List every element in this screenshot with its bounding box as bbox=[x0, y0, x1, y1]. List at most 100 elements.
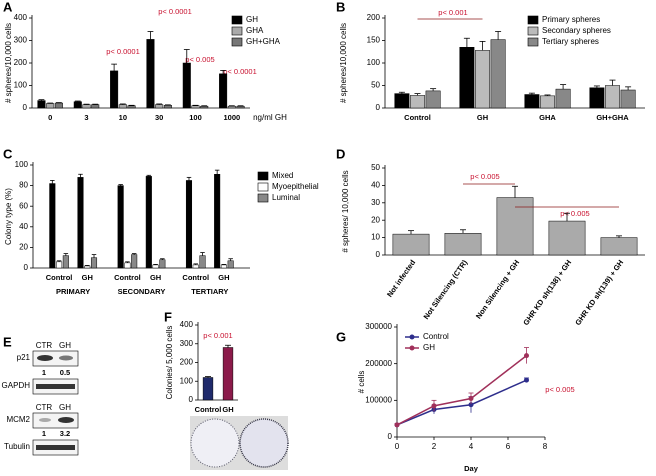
legend-swatch bbox=[527, 26, 539, 36]
bar bbox=[163, 105, 172, 109]
y-axis-label: # spheres/10,000 cells bbox=[339, 23, 348, 103]
plate-image bbox=[190, 416, 289, 470]
annotation: p< 0.001 bbox=[438, 8, 467, 17]
bar bbox=[589, 87, 605, 109]
ratio: 1 bbox=[42, 368, 46, 377]
y-tick-label: 200 bbox=[14, 58, 28, 67]
bar bbox=[199, 255, 206, 269]
marker bbox=[524, 377, 529, 383]
bar bbox=[605, 85, 620, 109]
plate bbox=[190, 418, 240, 468]
bar bbox=[394, 93, 410, 109]
band bbox=[39, 418, 51, 422]
legend-marker bbox=[409, 334, 415, 340]
x-tick-label: Control bbox=[46, 273, 73, 282]
bar bbox=[202, 377, 214, 401]
x-tick-label: Control bbox=[404, 113, 431, 122]
bar bbox=[475, 50, 490, 109]
x-tick-label: GH bbox=[82, 273, 93, 282]
bar bbox=[73, 101, 82, 109]
x-tick-label: GHR KD sh(139) + GH bbox=[573, 258, 625, 327]
bar bbox=[54, 102, 63, 109]
legend-swatch bbox=[527, 15, 539, 25]
y-axis-label: # spheres/10,000 cells bbox=[4, 23, 13, 103]
protein-label: MCM2 bbox=[6, 415, 30, 424]
y-tick-label: 40 bbox=[19, 222, 28, 231]
blot bbox=[32, 350, 79, 367]
x-tick-label: GHA bbox=[539, 113, 556, 122]
y-tick-label: 400 bbox=[14, 13, 28, 22]
bar bbox=[490, 39, 506, 109]
panel-label: C bbox=[3, 146, 13, 161]
legend-swatch bbox=[257, 171, 269, 181]
legend-label: Myoepithelial bbox=[272, 182, 319, 191]
x-tick-label: Control bbox=[182, 273, 209, 282]
band bbox=[36, 384, 75, 389]
protein-label: p21 bbox=[17, 353, 31, 362]
group-label: SECONDARY bbox=[118, 287, 166, 296]
marker bbox=[468, 396, 474, 401]
annotation: p< 0.0001 bbox=[223, 67, 257, 76]
bar bbox=[555, 88, 571, 109]
y-tick-label: 100000 bbox=[365, 395, 392, 404]
bar bbox=[131, 254, 138, 269]
x-tick-label: 10 bbox=[119, 113, 127, 122]
bar bbox=[459, 47, 475, 109]
y-tick-label: 100 bbox=[15, 160, 29, 169]
bar bbox=[117, 185, 124, 269]
bar bbox=[155, 104, 164, 109]
bar bbox=[56, 261, 63, 269]
x-tick-label: GH bbox=[477, 113, 488, 122]
y-tick-label: 10 bbox=[371, 233, 380, 242]
bar bbox=[192, 264, 199, 269]
lane-label: CTR bbox=[36, 403, 53, 412]
bar bbox=[159, 259, 166, 269]
ratio: 3.2 bbox=[60, 429, 70, 438]
annotation: p< 0.0001 bbox=[106, 47, 140, 56]
bar bbox=[222, 347, 234, 401]
x-tick-label: Not Silencing (CTR) bbox=[421, 258, 469, 321]
bar bbox=[219, 73, 228, 109]
plate bbox=[239, 418, 289, 468]
legend-label: GHA bbox=[246, 26, 264, 35]
bar bbox=[214, 174, 221, 269]
legend-swatch bbox=[231, 15, 243, 25]
x-axis-label: ng/ml GH bbox=[253, 113, 287, 122]
x-tick-label: GH bbox=[150, 273, 161, 282]
y-axis-label: # spheres/ 10,000 cells bbox=[341, 170, 350, 252]
y-tick-label: 150 bbox=[367, 36, 381, 45]
y-tick-label: 50 bbox=[371, 163, 380, 172]
legend-label: GH+GHA bbox=[246, 37, 281, 46]
x-tick-label: Control bbox=[195, 405, 222, 414]
x-tick-label: 3 bbox=[84, 113, 88, 122]
y-tick-label: 200000 bbox=[365, 359, 392, 368]
y-tick-label: 300 bbox=[14, 36, 28, 45]
legend-label: GH bbox=[246, 15, 258, 24]
lane-label: GH bbox=[59, 403, 71, 412]
legend-label: Tertiary spheres bbox=[542, 37, 599, 46]
y-tick-label: 400 bbox=[180, 320, 194, 329]
bar bbox=[152, 264, 159, 269]
legend-swatch bbox=[257, 182, 269, 192]
bar bbox=[182, 62, 191, 109]
x-tick-label: 2 bbox=[432, 442, 437, 451]
x-tick-label: 8 bbox=[543, 442, 548, 451]
annotation: p< 0.001 bbox=[203, 331, 232, 340]
y-tick-label: 0 bbox=[189, 395, 194, 404]
bar bbox=[49, 183, 56, 269]
bar bbox=[118, 104, 127, 109]
bar bbox=[62, 255, 69, 269]
legend-marker bbox=[409, 345, 415, 351]
blot-panel: E CTR GH p21 1 0.5 GAPDH CTR GH MCM2 1 3… bbox=[2, 334, 79, 456]
panel-label: E bbox=[3, 334, 12, 349]
bar bbox=[127, 105, 136, 109]
x-tick-label: 30 bbox=[155, 113, 163, 122]
y-tick-label: 50 bbox=[371, 81, 380, 90]
bar bbox=[236, 105, 245, 109]
ratio: 1 bbox=[42, 429, 46, 438]
panel-label: G bbox=[336, 329, 346, 344]
protein-label: Tubulin bbox=[4, 442, 30, 451]
y-tick-label: 0 bbox=[388, 432, 393, 441]
bar bbox=[46, 103, 55, 109]
panel-label: B bbox=[336, 0, 345, 14]
